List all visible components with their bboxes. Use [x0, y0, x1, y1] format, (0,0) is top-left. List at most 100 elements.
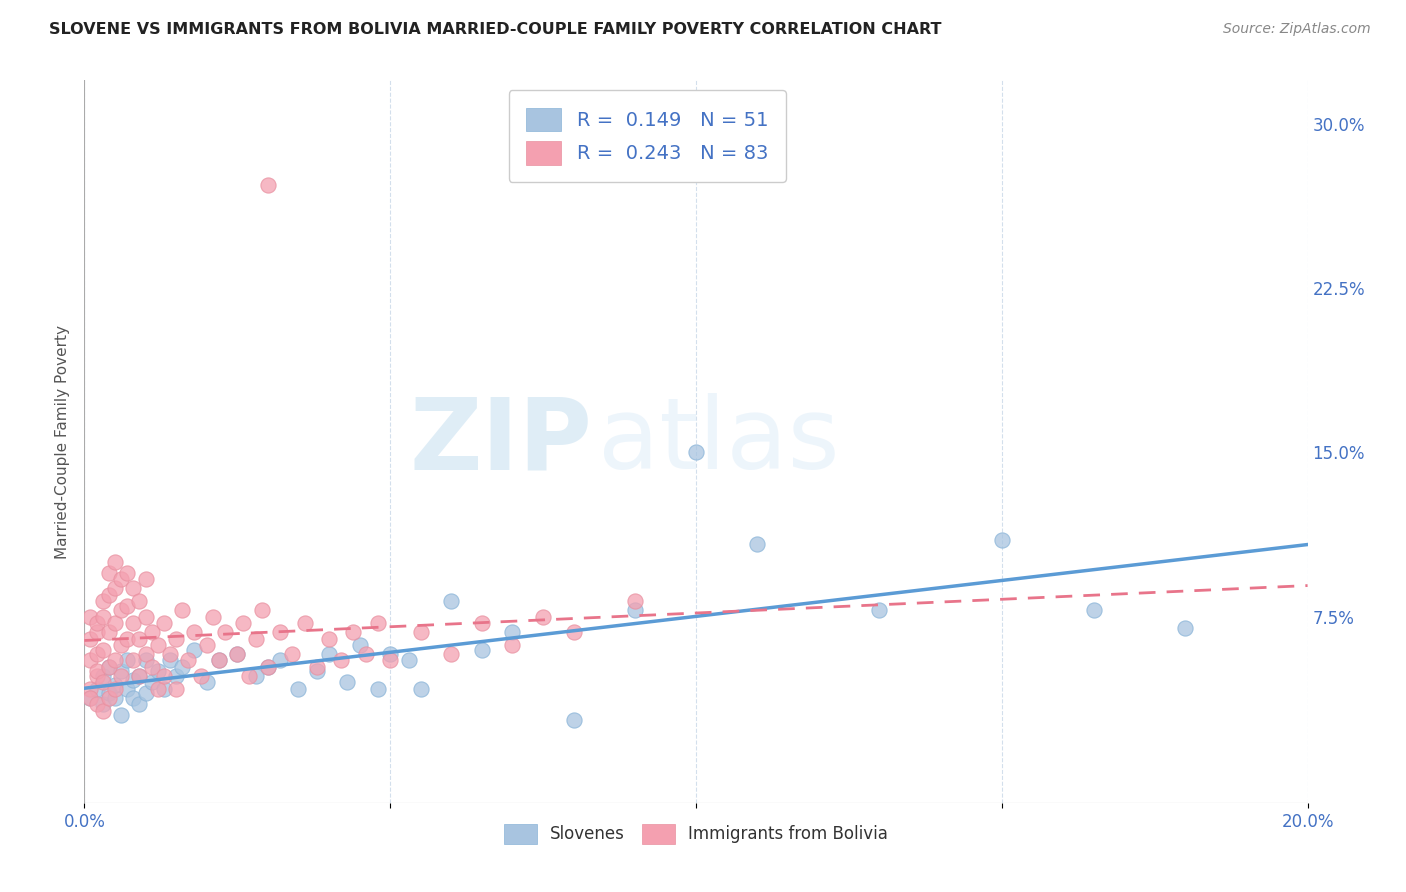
Point: [146, 681, 169, 696]
Point: [86, 647, 108, 661]
Point: [91, 675, 114, 690]
Point: [294, 616, 316, 631]
Point: [86, 669, 108, 683]
Point: [502, 625, 524, 640]
Point: [165, 669, 187, 683]
Point: [183, 642, 205, 657]
Point: [245, 632, 267, 646]
Point: [305, 665, 328, 679]
Point: [104, 581, 127, 595]
Point: [115, 653, 138, 667]
Point: [91, 704, 114, 718]
Point: [1083, 603, 1105, 617]
Point: [135, 573, 157, 587]
Point: [86, 698, 108, 712]
Point: [250, 603, 273, 617]
Point: [110, 669, 132, 683]
Point: [97, 686, 120, 700]
Point: [153, 669, 176, 683]
Point: [86, 681, 108, 696]
Point: [287, 681, 309, 696]
Point: [159, 647, 181, 661]
Text: Source: ZipAtlas.com: Source: ZipAtlas.com: [1223, 22, 1371, 37]
Point: [128, 632, 150, 646]
Point: [91, 609, 114, 624]
Point: [257, 178, 280, 193]
Point: [380, 653, 402, 667]
Point: [165, 681, 187, 696]
Point: [91, 594, 114, 608]
Point: [991, 533, 1014, 547]
Point: [245, 669, 267, 683]
Point: [367, 616, 389, 631]
Point: [122, 653, 145, 667]
Point: [159, 653, 181, 667]
Point: [440, 594, 463, 608]
Point: [471, 642, 494, 657]
Point: [115, 681, 138, 696]
Point: [172, 603, 194, 617]
Point: [214, 625, 236, 640]
Point: [122, 616, 145, 631]
Point: [79, 690, 101, 705]
Point: [110, 708, 132, 723]
Point: [747, 537, 769, 551]
Point: [318, 632, 340, 646]
Point: [122, 690, 145, 705]
Point: [269, 653, 291, 667]
Point: [440, 647, 463, 661]
Point: [128, 669, 150, 683]
Point: [146, 665, 169, 679]
Point: [531, 609, 554, 624]
Point: [141, 625, 163, 640]
Point: [318, 647, 340, 661]
Point: [110, 573, 132, 587]
Point: [135, 653, 157, 667]
Text: SLOVENE VS IMMIGRANTS FROM BOLIVIA MARRIED-COUPLE FAMILY POVERTY CORRELATION CHA: SLOVENE VS IMMIGRANTS FROM BOLIVIA MARRI…: [49, 22, 942, 37]
Point: [624, 594, 647, 608]
Point: [330, 653, 353, 667]
Point: [128, 669, 150, 683]
Point: [409, 681, 432, 696]
Point: [91, 698, 114, 712]
Point: [172, 660, 194, 674]
Point: [354, 647, 377, 661]
Point: [128, 698, 150, 712]
Point: [226, 647, 249, 661]
Point: [104, 555, 127, 569]
Point: [367, 681, 389, 696]
Point: [79, 609, 101, 624]
Point: [183, 625, 205, 640]
Point: [409, 625, 432, 640]
Point: [104, 653, 127, 667]
Point: [562, 625, 585, 640]
Point: [104, 690, 127, 705]
Point: [86, 616, 108, 631]
Point: [135, 647, 157, 661]
Point: [380, 647, 402, 661]
Point: [97, 660, 120, 674]
Point: [232, 616, 254, 631]
Point: [141, 675, 163, 690]
Point: [269, 625, 291, 640]
Point: [115, 632, 138, 646]
Point: [97, 588, 120, 602]
Point: [208, 653, 231, 667]
Point: [281, 647, 304, 661]
Point: [869, 603, 891, 617]
Point: [257, 660, 280, 674]
Point: [685, 445, 707, 459]
Point: [86, 665, 108, 679]
Point: [79, 632, 101, 646]
Point: [79, 690, 101, 705]
Point: [110, 665, 132, 679]
Text: ZIP: ZIP: [409, 393, 592, 490]
Point: [79, 681, 101, 696]
Point: [305, 660, 328, 674]
Point: [104, 677, 127, 691]
Point: [226, 647, 249, 661]
Point: [153, 616, 176, 631]
Text: atlas: atlas: [598, 393, 839, 490]
Point: [238, 669, 260, 683]
Point: [97, 566, 120, 580]
